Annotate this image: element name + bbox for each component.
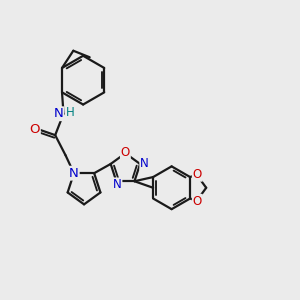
Text: N: N	[113, 178, 122, 191]
Text: N: N	[54, 107, 63, 120]
Text: N: N	[69, 167, 79, 180]
Text: O: O	[29, 123, 40, 136]
Text: O: O	[121, 146, 130, 159]
Text: H: H	[66, 106, 75, 119]
Text: O: O	[193, 195, 202, 208]
Text: O: O	[193, 168, 202, 181]
Text: N: N	[140, 157, 149, 169]
